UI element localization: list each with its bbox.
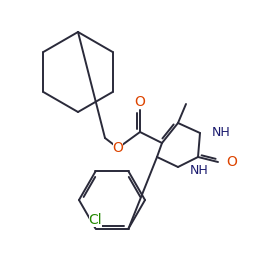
Text: O: O: [226, 155, 237, 169]
Text: Cl: Cl: [89, 212, 102, 227]
Text: O: O: [135, 95, 146, 109]
Text: NH: NH: [190, 164, 209, 178]
Text: O: O: [113, 141, 123, 155]
Text: NH: NH: [212, 127, 231, 140]
